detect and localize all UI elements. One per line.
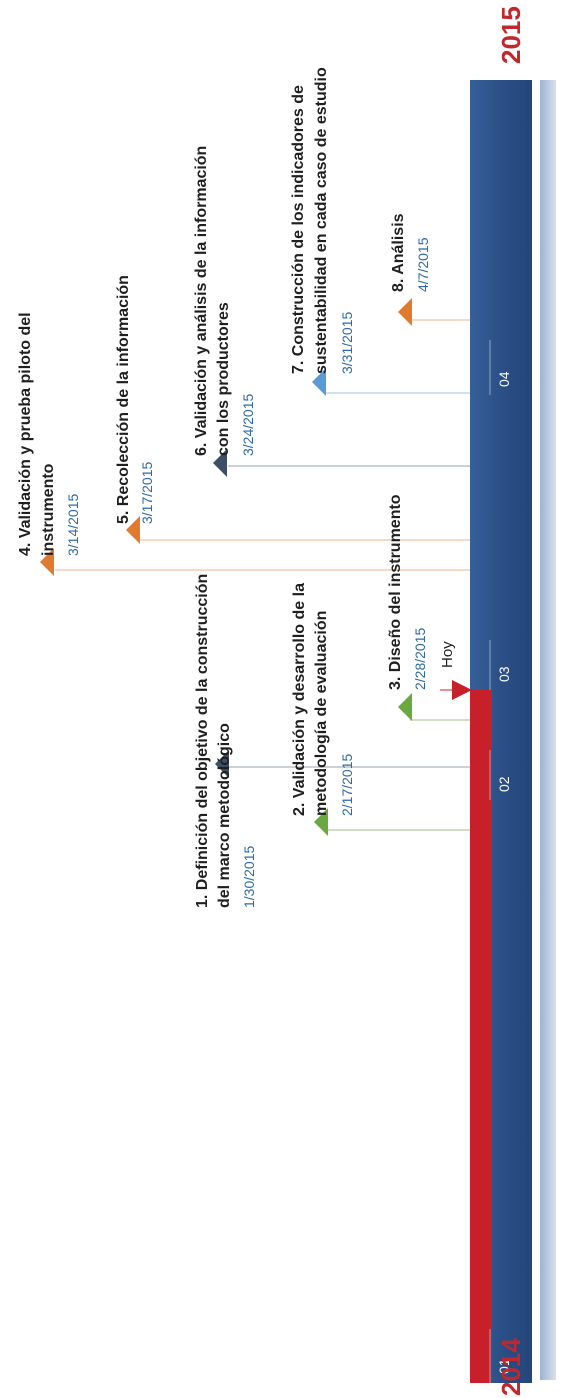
milestone-1-title: del marco metodológico [216,723,233,908]
milestone-marker [312,368,326,396]
milestone-7-title: sustentabilidad en cada caso de estudio [313,67,330,374]
milestone-marker [314,808,328,836]
milestone-7-title: 7. Construcción de los indicadores de [290,85,307,374]
milestone-1-title: 1. Definición del objetivo de la constru… [194,574,211,908]
start-year-label: 2014 [496,1338,526,1396]
today-label: Hoy [439,641,456,668]
milestone-connectors [55,319,470,831]
milestone-marker [215,750,229,778]
milestone-5-date: 3/17/2015 [139,462,155,524]
milestone-3-date: 2/28/2015 [412,628,428,690]
milestone-4-title: 4. Validación y prueba piloto del [17,312,34,556]
milestone-marker [398,693,412,721]
milestone-marker [40,548,54,576]
milestone-1-date: 1/30/2015 [241,846,257,908]
milestone-marker [398,298,412,326]
milestone-6-title: con los productores [215,302,232,456]
milestone-6-date: 3/24/2015 [240,394,256,456]
end-year-label: 2015 [496,6,526,64]
milestone-8-title: 8. Análisis [390,213,407,292]
progress-bar [470,690,492,1383]
quarter-label: 01 [496,1358,512,1374]
milestone-2-title: 2. Validación y desarrollo de la [291,583,308,816]
milestone-markers [40,298,412,836]
timeline-shadow [540,80,556,1380]
milestone-2-date: 2/17/2015 [339,754,355,816]
quarter-label: 02 [496,776,512,792]
milestone-4-title: instrumento [40,463,57,556]
milestone-3-title: 3. Diseño del instrumento [387,494,404,690]
milestone-marker [126,516,140,544]
milestone-8-date: 4/7/2015 [415,237,431,292]
milestone-5-title: 5. Recolección de la información [115,275,132,524]
milestone-4-date: 3/14/2015 [65,494,81,556]
milestone-7-date: 3/31/2015 [339,312,355,374]
quarter-label: 03 [496,666,512,682]
milestone-6-title: 6. Validación y análisis de la informaci… [193,146,210,456]
milestone-marker [213,449,227,477]
milestone-2-title: metodología de evaluación [313,611,330,816]
quarter-label: 04 [496,371,512,387]
